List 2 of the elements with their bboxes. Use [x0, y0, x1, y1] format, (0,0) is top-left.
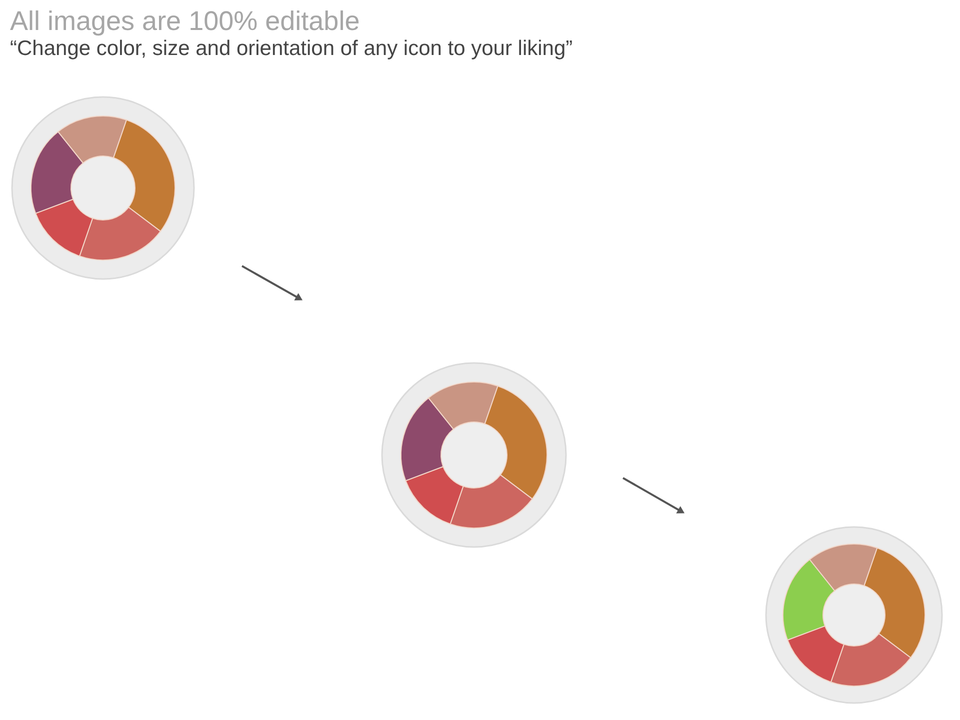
chart-title: All images are 100% editable — [10, 6, 360, 36]
text: “Change color, size and orientation of any icon to your liking” — [10, 37, 573, 60]
